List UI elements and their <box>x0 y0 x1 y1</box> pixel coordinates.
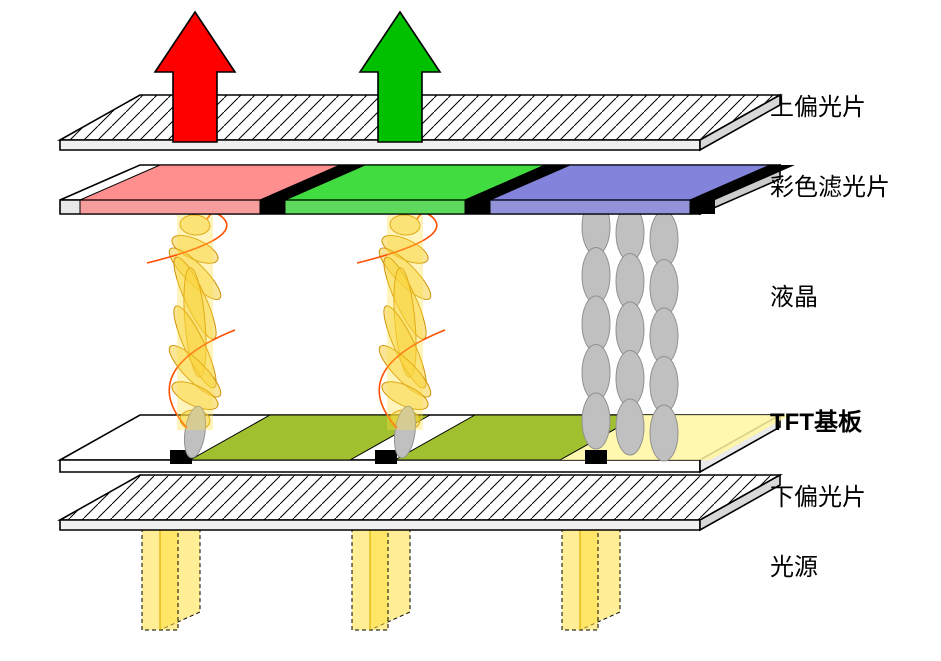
bottom-polarizer <box>60 475 780 530</box>
label-color_filter: 彩色滤光片 <box>770 174 890 201</box>
label-tft_substrate: TFT基板 <box>770 409 863 436</box>
lcd-layer-diagram: 上偏光片彩色滤光片液晶 TFT基板下偏光片光源 <box>0 0 941 661</box>
label-top_polarizer: 上偏光片 <box>770 94 866 121</box>
label-light_source: 光源 <box>770 554 818 581</box>
liquid-crystal-aligned <box>582 199 678 461</box>
label-liquid_crystal: 液晶 <box>770 284 818 311</box>
label-bottom_polarizer: 下偏光片 <box>770 484 866 511</box>
